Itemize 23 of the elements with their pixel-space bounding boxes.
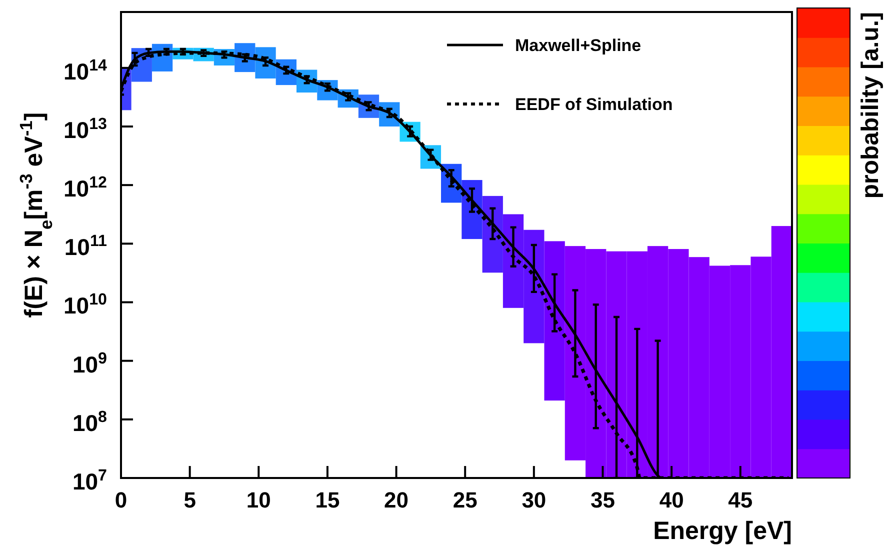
x-axis-title: Energy [eV] (653, 517, 792, 545)
bar (544, 241, 565, 401)
y-tick-label: 10$^{7}$ (72, 466, 108, 494)
x-tick-label: 45 (728, 488, 753, 513)
x-tick-label: 25 (452, 488, 478, 513)
y-tick-label: 10$^{11}$ (64, 232, 108, 260)
y-tick-label: 10$^{8}$ (72, 408, 108, 436)
y-tick-label: 10$^{9}$ (72, 349, 108, 378)
x-tick-label: 0 (114, 488, 128, 513)
x-tick-label: 30 (522, 488, 546, 513)
y-tick-label: 10$^{13}$ (64, 114, 108, 143)
x-tick-label: 35 (590, 488, 615, 513)
y-tick-label: 10$^{14}$ (64, 56, 108, 84)
legend-label: Maxwell+Spline (515, 36, 642, 55)
x-tick-label: 15 (315, 488, 340, 513)
x-tick-label: 5 (184, 488, 196, 513)
color-bar-title: probability [a.u.] (857, 12, 884, 199)
x-tick-label: 40 (659, 488, 684, 513)
x-tick-label: 20 (384, 488, 409, 513)
y-tick-label: 10$^{12}$ (64, 174, 108, 202)
x-tick-label: 10 (246, 488, 271, 513)
legend-label: EEDF of Simulation (515, 95, 673, 114)
y-tick-label: 10$^{10}$ (64, 290, 108, 319)
